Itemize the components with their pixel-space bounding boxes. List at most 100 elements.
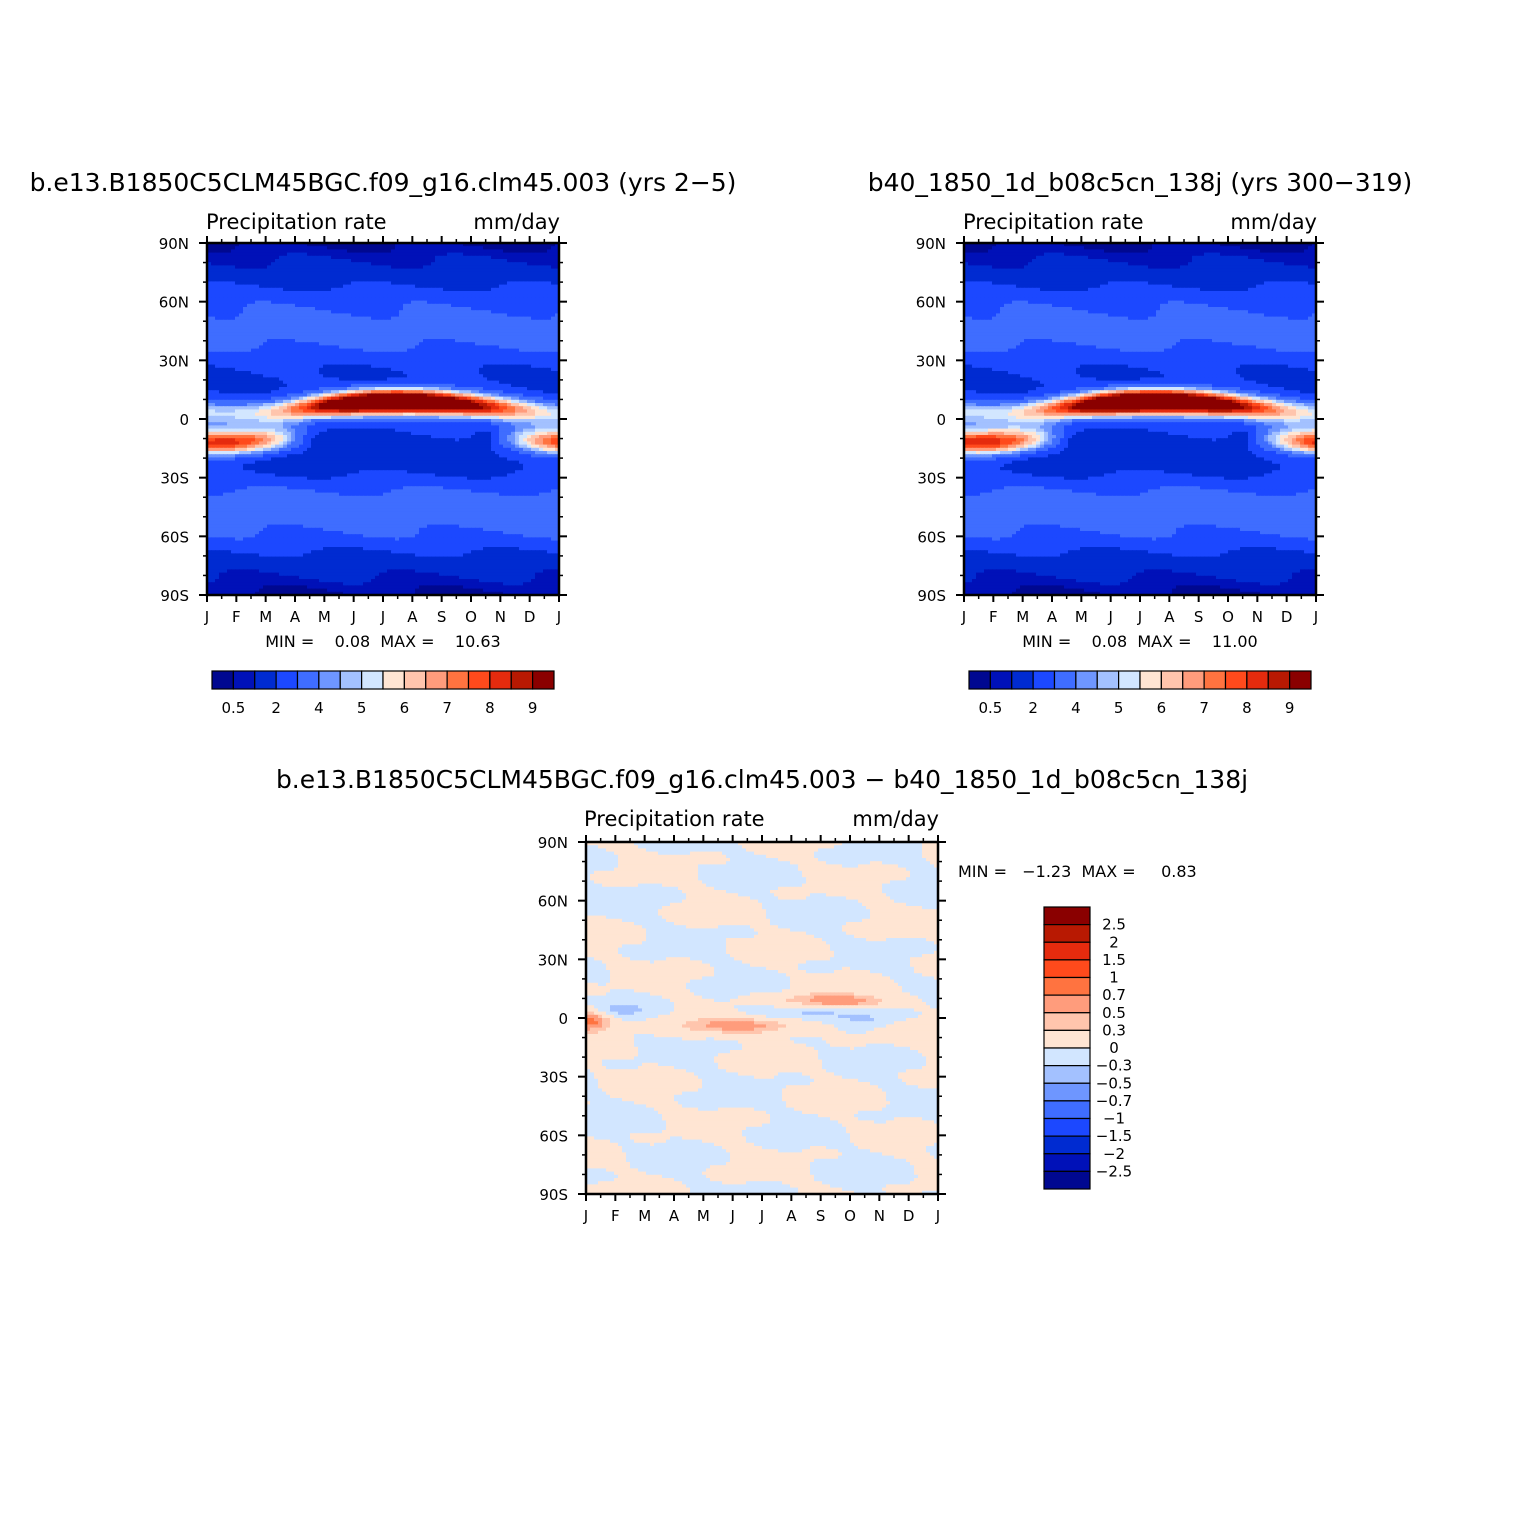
contour-cell [331, 313, 336, 318]
contour-cell [471, 265, 476, 270]
contour-cell [323, 259, 328, 263]
contour-cell [347, 275, 352, 279]
contour-cell [267, 300, 272, 305]
contour-cell [479, 297, 484, 302]
contour-cell [423, 249, 428, 254]
contour-cell [471, 319, 476, 324]
contour-cell [387, 303, 392, 308]
contour-cell [463, 332, 468, 337]
contour-cell [207, 255, 212, 260]
contour-cell [331, 284, 336, 289]
contour-cell [407, 332, 412, 337]
contour-cell [215, 271, 220, 276]
contour-cell [223, 319, 228, 324]
contour-cell [231, 319, 236, 324]
contour-cell [287, 326, 292, 330]
contour-cell [267, 294, 272, 298]
contour-cell [375, 284, 380, 289]
contour-cell [495, 297, 500, 302]
contour-cell [467, 255, 472, 260]
contour-cell [283, 255, 288, 260]
contour-cell [495, 262, 500, 266]
contour-cell [415, 265, 420, 270]
contour-cell [495, 252, 500, 257]
contour-cell [491, 319, 496, 324]
contour-cell [403, 323, 408, 327]
contour-cell [323, 303, 328, 308]
contour-cell [367, 252, 372, 257]
contour-cell [375, 275, 380, 279]
contour-cell [367, 300, 372, 305]
contour-cell [359, 326, 364, 330]
contour-cell [279, 307, 284, 311]
contour-cell [467, 268, 472, 273]
contour-cell [347, 255, 352, 260]
contour-cell [243, 252, 248, 257]
contour-cell [231, 287, 236, 292]
contour-cell [515, 268, 520, 273]
contour-cell [371, 300, 376, 305]
contour-cell [423, 246, 428, 250]
contour-cell [491, 243, 496, 247]
contour-cell [391, 243, 396, 247]
contour-cell [331, 255, 336, 260]
contour-cell [471, 316, 476, 321]
contour-cell [379, 310, 384, 314]
contour-cell [355, 262, 360, 266]
contour-cell [319, 319, 324, 324]
contour-cell [491, 287, 496, 292]
contour-cell [451, 275, 456, 279]
contour-cell [275, 297, 280, 302]
contour-cell [299, 319, 304, 324]
contour-cell [391, 297, 396, 302]
contour-cell [303, 268, 308, 273]
contour-cell [387, 265, 392, 270]
contour-cell [323, 300, 328, 305]
contour-cell [471, 297, 476, 302]
contour-cell [415, 252, 420, 257]
contour-cell [219, 284, 224, 289]
contour-cell [283, 278, 288, 282]
contour-cell [499, 265, 504, 270]
contour-cell [535, 316, 540, 321]
contour-cell [483, 255, 488, 260]
contour-cell [295, 332, 300, 337]
contour-cell [419, 262, 424, 266]
contour-cell [427, 319, 432, 324]
contour-cell [291, 268, 296, 273]
contour-cell [395, 316, 400, 321]
contour-cell [271, 268, 276, 273]
contour-cell [283, 271, 288, 276]
contour-cell [399, 316, 404, 321]
contour-cell [471, 281, 476, 286]
contour-cell [307, 246, 312, 250]
contour-cell [471, 291, 476, 295]
contour-cell [475, 313, 480, 318]
contour-cell [347, 332, 352, 337]
contour-cell [235, 297, 240, 302]
contour-cell [543, 291, 548, 295]
contour-cell [295, 329, 300, 334]
contour-cell [347, 294, 352, 298]
contour-cell [411, 281, 416, 286]
contour-cell [227, 249, 232, 254]
contour-cell [419, 287, 424, 292]
contour-cell [487, 268, 492, 273]
contour-cell [459, 262, 464, 266]
contour-cell [319, 262, 324, 266]
contour-cell [391, 275, 396, 279]
contour-cell [247, 259, 252, 263]
contour-cell [547, 243, 552, 247]
contour-cell [547, 281, 552, 286]
contour-cell [475, 297, 480, 302]
contour-cell [379, 249, 384, 254]
contour-cell [399, 275, 404, 279]
contour-cell [403, 326, 408, 330]
contour-cell [383, 284, 388, 289]
contour-cell [439, 294, 444, 298]
contour-cell [483, 332, 488, 337]
contour-cell [555, 271, 560, 276]
contour-cell [455, 310, 460, 314]
contour-cell [327, 249, 332, 254]
